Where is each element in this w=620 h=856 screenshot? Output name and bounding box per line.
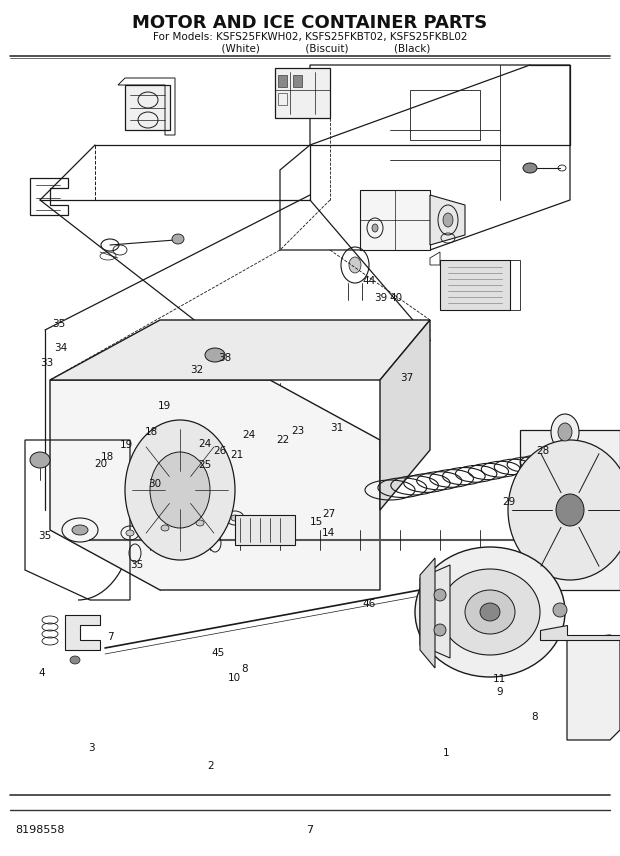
Text: 27: 27	[322, 509, 335, 520]
Ellipse shape	[434, 589, 446, 601]
Ellipse shape	[196, 520, 204, 526]
Text: 8: 8	[531, 712, 538, 722]
Ellipse shape	[161, 525, 169, 531]
Ellipse shape	[70, 656, 80, 664]
Text: 32: 32	[190, 365, 204, 375]
Text: 22: 22	[276, 435, 290, 445]
Text: 35: 35	[52, 319, 66, 330]
Ellipse shape	[553, 603, 567, 617]
Polygon shape	[380, 320, 430, 510]
Text: 1: 1	[443, 748, 449, 758]
Text: 15: 15	[309, 517, 323, 527]
Ellipse shape	[443, 213, 453, 227]
Text: 4: 4	[39, 668, 45, 678]
Text: 35: 35	[38, 531, 51, 541]
Ellipse shape	[372, 224, 378, 232]
Text: 2: 2	[208, 761, 214, 771]
Polygon shape	[65, 615, 100, 650]
Text: 19: 19	[120, 440, 133, 450]
Text: 20: 20	[94, 459, 107, 469]
Text: 24: 24	[198, 439, 211, 449]
Polygon shape	[50, 320, 430, 380]
Text: 28: 28	[536, 446, 550, 456]
Ellipse shape	[349, 257, 361, 273]
Ellipse shape	[480, 603, 500, 621]
Text: 7: 7	[306, 825, 314, 835]
Ellipse shape	[126, 530, 134, 536]
Ellipse shape	[440, 569, 540, 655]
Polygon shape	[440, 260, 510, 310]
Text: 37: 37	[400, 373, 414, 383]
Text: 45: 45	[211, 648, 225, 658]
Text: 9: 9	[497, 687, 503, 697]
Polygon shape	[50, 380, 380, 590]
Text: 40: 40	[389, 293, 402, 303]
Polygon shape	[420, 565, 450, 658]
Ellipse shape	[172, 234, 184, 244]
Text: 29: 29	[502, 497, 515, 508]
Text: 31: 31	[330, 423, 344, 433]
Text: 39: 39	[374, 293, 388, 303]
Text: 38: 38	[218, 353, 231, 363]
Ellipse shape	[465, 590, 515, 634]
Text: MOTOR AND ICE CONTAINER PARTS: MOTOR AND ICE CONTAINER PARTS	[133, 14, 487, 32]
Text: 14: 14	[322, 528, 335, 538]
Text: 26: 26	[213, 446, 227, 456]
Ellipse shape	[205, 348, 225, 362]
Text: 7: 7	[107, 632, 113, 642]
Text: 35: 35	[130, 560, 143, 570]
Polygon shape	[567, 635, 620, 740]
Ellipse shape	[125, 420, 235, 560]
Text: 33: 33	[40, 358, 53, 368]
Bar	[410, 90, 480, 140]
Text: 10: 10	[228, 673, 241, 683]
Text: 30: 30	[148, 479, 162, 489]
Text: 23: 23	[291, 425, 304, 436]
Text: For Models: KSFS25FKWH02, KSFS25FKBT02, KSFS25FKBL02: For Models: KSFS25FKWH02, KSFS25FKBT02, …	[153, 32, 467, 42]
Ellipse shape	[150, 452, 210, 528]
Text: 46: 46	[363, 599, 376, 609]
Polygon shape	[125, 85, 170, 130]
Polygon shape	[275, 68, 330, 118]
Text: 24: 24	[242, 430, 256, 440]
Ellipse shape	[556, 494, 584, 526]
Text: 18: 18	[101, 452, 115, 462]
Ellipse shape	[508, 440, 620, 580]
Ellipse shape	[415, 547, 565, 677]
Ellipse shape	[523, 163, 537, 173]
Text: 18: 18	[144, 427, 158, 437]
Ellipse shape	[558, 423, 572, 441]
Text: 34: 34	[54, 342, 68, 353]
Polygon shape	[540, 625, 620, 640]
Text: 25: 25	[198, 460, 211, 470]
Polygon shape	[430, 195, 465, 245]
Ellipse shape	[551, 414, 579, 450]
Text: (White)              (Biscuit)              (Black): (White) (Biscuit) (Black)	[189, 43, 431, 53]
Text: 19: 19	[157, 401, 171, 411]
Text: 8198558: 8198558	[15, 825, 64, 835]
Text: 3: 3	[89, 743, 95, 753]
Ellipse shape	[231, 515, 239, 521]
Ellipse shape	[434, 624, 446, 636]
Bar	[293, 75, 302, 87]
Text: 44: 44	[363, 276, 376, 286]
Text: 8: 8	[242, 664, 248, 675]
Polygon shape	[520, 430, 620, 590]
Polygon shape	[360, 190, 430, 250]
Polygon shape	[420, 558, 435, 668]
Bar	[278, 75, 287, 87]
Ellipse shape	[72, 525, 88, 535]
Text: 11: 11	[493, 674, 507, 684]
Polygon shape	[235, 515, 295, 545]
Text: eReplacementParts.com: eReplacementParts.com	[246, 495, 365, 505]
Text: 21: 21	[230, 450, 244, 461]
Ellipse shape	[30, 452, 50, 468]
Bar	[278, 93, 287, 105]
